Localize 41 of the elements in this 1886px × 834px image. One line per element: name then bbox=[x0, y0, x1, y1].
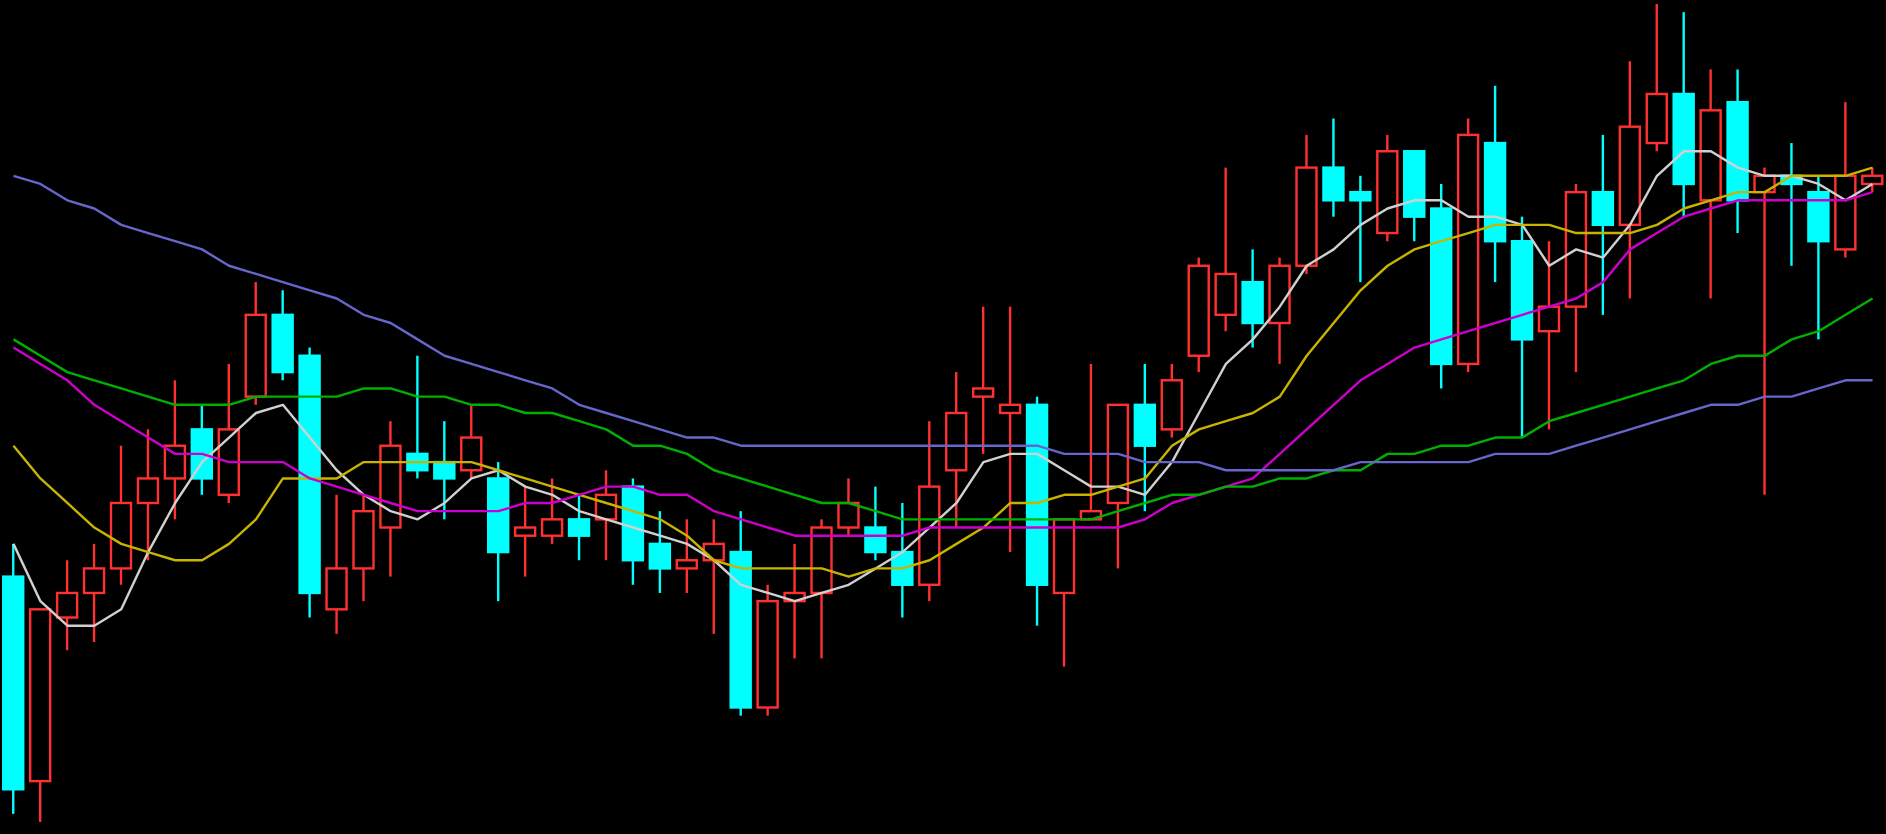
candlestick bbox=[298, 346, 321, 619]
candlestick bbox=[1591, 133, 1615, 317]
candlestick bbox=[1349, 174, 1372, 284]
candlestick bbox=[2, 542, 25, 816]
candlestick bbox=[513, 485, 537, 578]
candlestick bbox=[1510, 215, 1534, 439]
candlestick bbox=[163, 379, 187, 521]
candlestick bbox=[998, 305, 1022, 554]
candlestick bbox=[864, 485, 887, 562]
candlestick bbox=[271, 289, 294, 382]
candlestick bbox=[648, 509, 672, 595]
candlestick bbox=[1241, 248, 1264, 349]
candlestick bbox=[352, 493, 375, 603]
candlestick bbox=[1618, 60, 1641, 300]
candlestick bbox=[1133, 362, 1157, 513]
candlestick bbox=[433, 419, 456, 521]
candlestick bbox=[1322, 117, 1345, 218]
candlestick bbox=[1726, 68, 1749, 235]
candlestick bbox=[810, 518, 833, 660]
candlestick bbox=[55, 559, 79, 652]
candlestick bbox=[567, 493, 591, 562]
candlestick bbox=[756, 583, 779, 717]
candlestick bbox=[325, 493, 348, 636]
candlestick bbox=[945, 370, 968, 529]
candlestick bbox=[1672, 10, 1695, 218]
candlestick bbox=[675, 518, 698, 595]
candlestick bbox=[82, 542, 106, 644]
candlestick bbox=[971, 305, 995, 456]
candlestick bbox=[136, 428, 160, 562]
candlestick bbox=[1537, 240, 1561, 431]
candlestick bbox=[379, 419, 402, 578]
candlestick bbox=[1699, 68, 1722, 300]
candlestick bbox=[1214, 166, 1237, 333]
candlestick bbox=[1483, 84, 1507, 284]
candlestick bbox=[837, 477, 860, 537]
candlestick bbox=[729, 509, 752, 717]
candlestick bbox=[891, 501, 914, 619]
candlestick bbox=[1430, 182, 1453, 390]
candlestick bbox=[1268, 256, 1291, 366]
candlestick bbox=[1376, 133, 1399, 243]
candlestick bbox=[1834, 100, 1857, 259]
